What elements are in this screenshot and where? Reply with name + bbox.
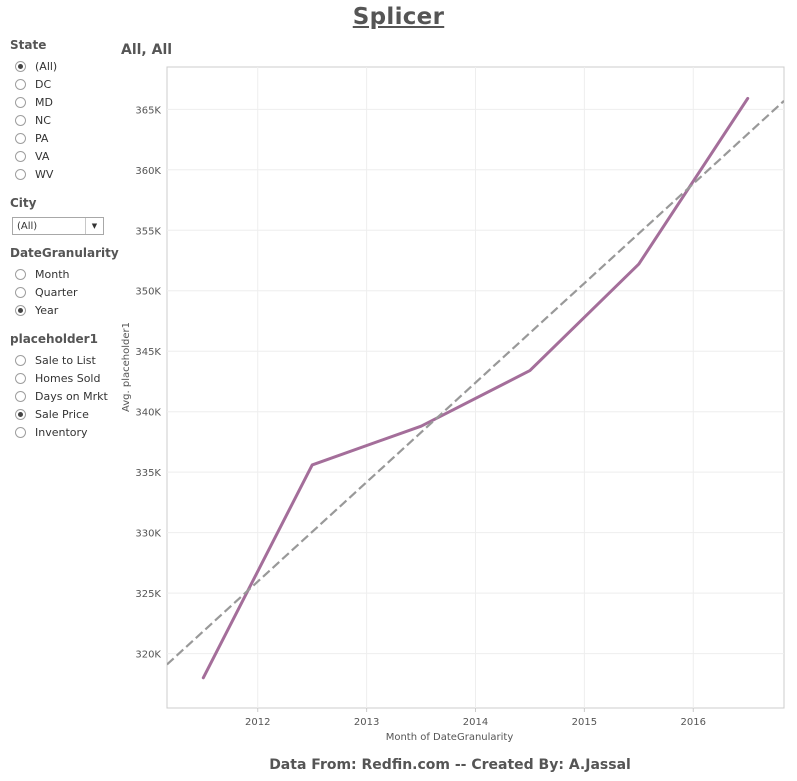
y-tick-label: 350K (135, 287, 161, 298)
page-title: Splicer (352, 4, 445, 30)
radio-unchecked-icon[interactable] (15, 132, 26, 144)
y-tick-label: 355K (135, 226, 161, 237)
y-tick-label: 320K (135, 650, 161, 661)
state-option-pa[interactable]: PA (10, 129, 110, 147)
y-tick-label: 360K (135, 166, 161, 177)
state-option-dc[interactable]: DC (10, 75, 110, 93)
placeholder1-option-label: Days on Mrkt (35, 389, 108, 403)
state-option-all[interactable]: (All) (10, 57, 110, 75)
radio-unchecked-icon[interactable] (15, 150, 26, 162)
placeholder1-option-sale-price[interactable]: Sale Price (10, 405, 110, 423)
x-tick-label: 2016 (681, 717, 706, 728)
placeholder1-filter-title: placeholder1 (10, 332, 98, 346)
city-dropdown[interactable]: (All) ▼ (12, 217, 104, 235)
radio-checked-icon[interactable] (15, 408, 26, 420)
state-option-nc[interactable]: NC (10, 111, 110, 129)
placeholder1-option-days-on-mrkt[interactable]: Days on Mrkt (10, 387, 110, 405)
placeholder1-option-label: Sale to List (35, 353, 96, 367)
footer-credit: Data From: Redfin.com -- Created By: A.J… (269, 757, 631, 773)
date-granularity-radio-list: Month Quarter Year (10, 265, 110, 319)
trend-line (167, 100, 784, 666)
y-tick-label: 335K (135, 468, 161, 479)
x-tick-label: 2014 (463, 717, 488, 728)
state-option-md[interactable]: MD (10, 93, 110, 111)
radio-unchecked-icon[interactable] (15, 268, 26, 280)
date-granularity-option-label: Year (35, 303, 59, 317)
date-granularity-filter-title: DateGranularity (10, 246, 119, 260)
filter-sidebar: State (All) DC MD NC PA VA WV City (All) ▼ Dat… (10, 38, 119, 454)
y-tick-label: 325K (135, 589, 161, 600)
y-tick-label: 365K (135, 105, 161, 116)
state-option-wv[interactable]: WV (10, 165, 110, 183)
x-axis-label: Month of DateGranularity (386, 732, 514, 743)
radio-unchecked-icon[interactable] (15, 354, 26, 366)
chart-subtitle: All, All (121, 42, 173, 58)
date-granularity-option-month[interactable]: Month (10, 265, 110, 283)
state-option-label: (All) (35, 59, 58, 73)
placeholder1-option-label: Homes Sold (35, 371, 101, 385)
date-granularity-option-quarter[interactable]: Quarter (10, 283, 110, 301)
state-option-label: MD (35, 95, 53, 109)
radio-unchecked-icon[interactable] (15, 372, 26, 384)
radio-unchecked-icon[interactable] (15, 286, 26, 298)
state-option-label: WV (35, 167, 54, 181)
state-option-label: VA (35, 149, 50, 163)
x-tick-label: 2013 (354, 717, 379, 728)
date-granularity-option-label: Quarter (35, 285, 78, 299)
radio-checked-icon[interactable] (15, 60, 26, 72)
state-filter: State (All) DC MD NC PA VA WV (10, 38, 110, 183)
date-granularity-filter: DateGranularity Month Quarter Year (10, 246, 119, 319)
placeholder1-option-label: Sale Price (35, 407, 89, 421)
placeholder1-radio-list: Sale to List Homes Sold Days on Mrkt Sale P… (10, 351, 110, 441)
radio-checked-icon[interactable] (15, 304, 26, 316)
chevron-down-icon[interactable]: ▼ (85, 218, 103, 234)
line-chart: 320K 325K 330K 335K 340K 345K 350K 355K 360K 365K… (121, 66, 785, 743)
x-tick-label: 2015 (572, 717, 597, 728)
date-granularity-option-label: Month (35, 267, 70, 281)
placeholder1-option-label: Inventory (35, 425, 88, 439)
state-option-label: PA (35, 131, 49, 145)
radio-unchecked-icon[interactable] (15, 390, 26, 402)
state-filter-title: State (10, 38, 47, 52)
state-option-va[interactable]: VA (10, 147, 110, 165)
x-tick-label: 2012 (245, 717, 270, 728)
placeholder1-option-sale-to-list[interactable]: Sale to List (10, 351, 110, 369)
y-tick-label: 340K (135, 408, 161, 419)
city-filter-title: City (10, 196, 37, 210)
placeholder1-option-homes-sold[interactable]: Homes Sold (10, 369, 110, 387)
city-filter: City (All) ▼ (10, 196, 110, 235)
state-option-label: NC (35, 113, 51, 127)
radio-unchecked-icon[interactable] (15, 96, 26, 108)
radio-unchecked-icon[interactable] (15, 168, 26, 180)
y-tick-label: 345K (135, 347, 161, 358)
series-line (201, 96, 750, 680)
radio-unchecked-icon[interactable] (15, 426, 26, 438)
radio-unchecked-icon[interactable] (15, 78, 26, 90)
date-granularity-option-year[interactable]: Year (10, 301, 110, 319)
placeholder1-option-inventory[interactable]: Inventory (10, 423, 110, 441)
state-option-label: DC (35, 77, 52, 91)
y-axis-label: Avg. placeholder1 (121, 322, 132, 412)
radio-unchecked-icon[interactable] (15, 114, 26, 126)
state-radio-list: (All) DC MD NC PA VA WV (10, 57, 110, 183)
city-dropdown-value: (All) (17, 220, 38, 232)
y-tick-label: 330K (135, 529, 161, 540)
placeholder1-filter: placeholder1 Sale to List Homes Sold Days … (10, 332, 110, 441)
